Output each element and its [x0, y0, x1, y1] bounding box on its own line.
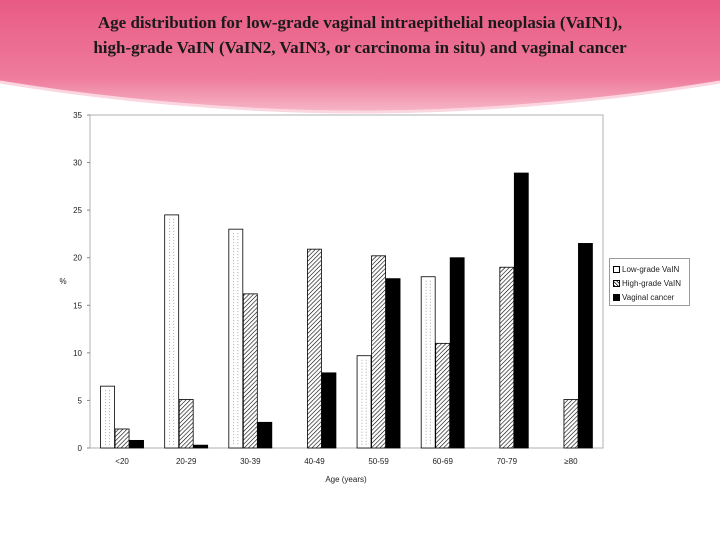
- x-tick-label: 60-69: [432, 457, 453, 466]
- y-tick-label: 5: [78, 396, 83, 405]
- slide-title-line-1: Age distribution for low-grade vaginal i…: [97, 13, 623, 32]
- legend-swatch-high-grade: [613, 279, 620, 287]
- bar-high-grade: [563, 399, 579, 449]
- bar-cancer: [449, 257, 465, 449]
- bar-low-grade: [420, 276, 436, 449]
- bar-high-grade: [435, 342, 451, 449]
- bar-low-grade: [356, 355, 372, 449]
- bar-cancer: [513, 172, 529, 449]
- x-tick-label: 30-39: [240, 457, 261, 466]
- legend-label-cancer: Vaginal cancer: [622, 292, 675, 302]
- legend-swatch-cancer: [613, 293, 620, 301]
- bar-low-grade: [228, 228, 244, 449]
- y-axis-label: %: [59, 277, 66, 286]
- x-axis-label: Age (years): [325, 475, 367, 484]
- bar-cancer: [321, 372, 337, 449]
- title-banner: [0, 0, 720, 114]
- legend-item-cancer: Vaginal cancer: [613, 290, 689, 304]
- bar-low-grade: [100, 385, 115, 449]
- y-tick-label: 10: [73, 349, 82, 358]
- legend-label-high-grade: High-grade VaIN: [622, 278, 681, 288]
- bar-cancer: [257, 421, 273, 449]
- slide-title: Age distribution for low-grade vaginal i…: [0, 10, 720, 60]
- bar-cancer: [578, 243, 593, 449]
- x-tick-label: 20-29: [176, 457, 197, 466]
- y-tick-label: 15: [73, 301, 82, 310]
- bar-cancer: [385, 278, 401, 449]
- y-tick-label: 20: [73, 254, 82, 263]
- legend-swatch-low-grade: [613, 265, 620, 273]
- x-tick-label: 40-49: [304, 457, 325, 466]
- x-tick-label: <20: [115, 457, 129, 466]
- bar-high-grade: [178, 399, 194, 449]
- y-tick-label: 35: [73, 111, 82, 120]
- y-tick-label: 0: [78, 444, 83, 453]
- bar-cancer: [129, 439, 144, 449]
- slide-title-line-2: high-grade VaIN (VaIN2, VaIN3, or carcin…: [93, 38, 627, 57]
- bar-high-grade: [371, 255, 386, 449]
- bar-high-grade: [242, 293, 258, 449]
- y-tick-label: 25: [73, 206, 82, 215]
- x-tick-label: 50-59: [368, 457, 389, 466]
- y-tick-label: 30: [73, 159, 82, 168]
- legend-item-low-grade: Low-grade VaIN: [613, 262, 689, 276]
- legend-item-high-grade: High-grade VaIN: [613, 276, 689, 290]
- chart-legend: Low-grade VaIN High-grade VaIN Vaginal c…: [609, 258, 690, 306]
- legend-label-low-grade: Low-grade VaIN: [622, 264, 680, 274]
- x-tick-label: ≥80: [564, 457, 578, 466]
- bar-high-grade: [114, 428, 130, 449]
- x-tick-label: 70-79: [497, 457, 518, 466]
- bar-low-grade: [164, 214, 180, 449]
- bar-cancer: [193, 444, 209, 449]
- bar-high-grade: [499, 266, 515, 449]
- bar-high-grade: [307, 248, 322, 449]
